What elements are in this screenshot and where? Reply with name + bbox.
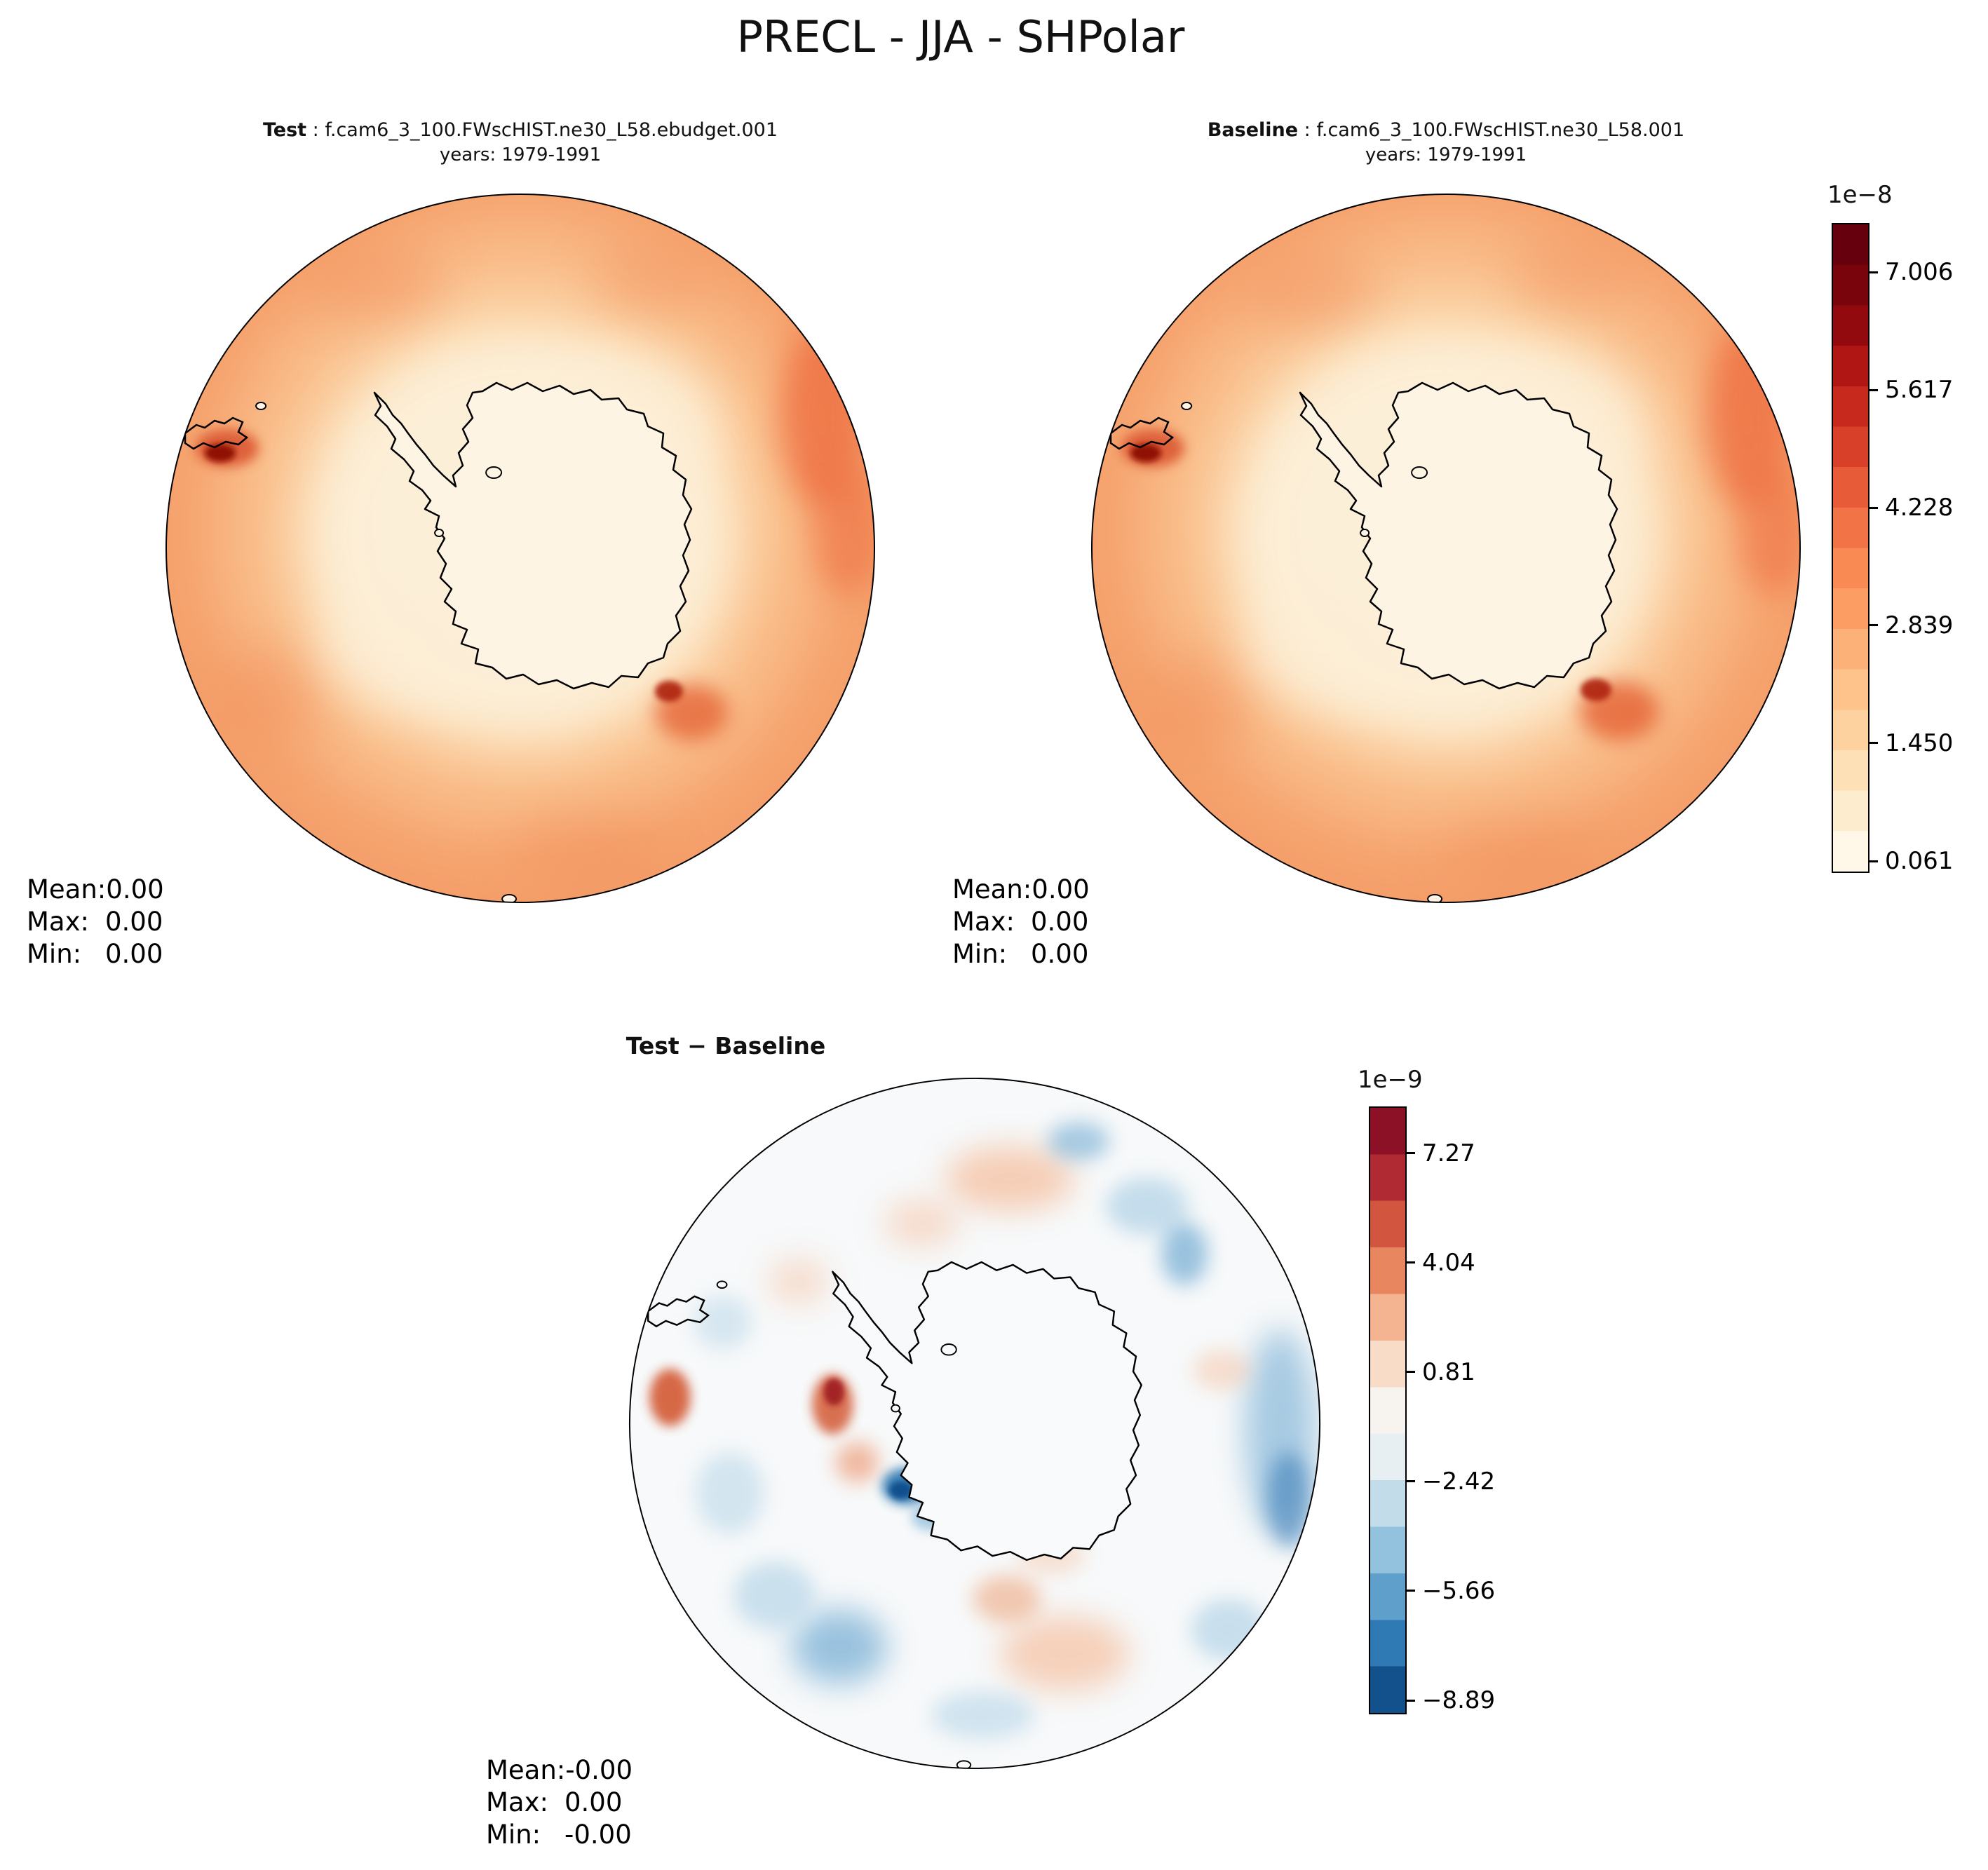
diff-colorbar: 7.27 4.04 0.81 −2.42 −5.66 −8.89 xyxy=(1369,1106,1495,1714)
test-heading-bold: Test xyxy=(262,119,307,141)
stat-label: Max: xyxy=(27,907,89,937)
tick-mark xyxy=(1407,1152,1415,1155)
map-circle-boundary xyxy=(165,194,875,903)
stat-value: 0.00 xyxy=(105,939,163,969)
tick-label: 0.81 xyxy=(1422,1357,1475,1386)
colorbar-tick: −2.42 xyxy=(1407,1468,1495,1496)
tick-label: 1.450 xyxy=(1885,729,1954,757)
diff-map xyxy=(628,1077,1321,1770)
main-colorbar: 7.006 5.617 4.228 2.839 1.450 0.061 xyxy=(1832,223,1953,875)
stat-row: Mean:0.00 xyxy=(27,874,164,906)
stat-row: Max: 0.00 xyxy=(952,906,1090,938)
stat-row: Max: 0.00 xyxy=(27,906,164,938)
stat-value: 0.00 xyxy=(1031,907,1089,937)
stat-label: Mean: xyxy=(952,874,1032,904)
stat-row: Mean:0.00 xyxy=(952,874,1090,906)
stat-label: Min: xyxy=(27,939,82,969)
tick-label: 7.006 xyxy=(1885,258,1954,287)
colorbar-tick: 0.061 xyxy=(1869,847,1953,875)
stat-value: 0.00 xyxy=(1031,939,1089,969)
stat-row: Max: 0.00 xyxy=(486,1787,633,1819)
colorbar-tick: 1.450 xyxy=(1869,729,1953,757)
tick-mark xyxy=(1869,624,1878,627)
main-colorbar-exponent: 1e−8 xyxy=(1827,181,1893,209)
tick-mark xyxy=(1407,1480,1415,1483)
baseline-panel-years: years: 1979-1991 xyxy=(1365,144,1527,165)
tick-label: 7.27 xyxy=(1422,1139,1475,1167)
baseline-heading-bold: Baseline xyxy=(1207,119,1299,141)
baseline-panel-heading: Baseline : f.cam6_3_100.FWscHIST.ne30_L5… xyxy=(1095,118,1797,143)
stat-row: Min: 0.00 xyxy=(952,938,1090,970)
stat-row: Min: 0.00 xyxy=(27,938,164,970)
tick-label: 0.061 xyxy=(1885,847,1954,876)
baseline-stats: Mean:0.00 Max: 0.00 Min: 0.00 xyxy=(952,874,1090,970)
map-circle-boundary xyxy=(628,1077,1321,1770)
tick-mark xyxy=(1869,506,1878,509)
test-map-contours xyxy=(166,194,874,902)
tick-mark xyxy=(1407,1590,1415,1592)
main-colorbar-gradient xyxy=(1832,223,1869,873)
diff-colorbar-exponent: 1e−9 xyxy=(1358,1066,1423,1094)
tick-label: 4.04 xyxy=(1422,1248,1475,1277)
colorbar-tick: −5.66 xyxy=(1407,1577,1495,1605)
diff-stats: Mean:-0.00 Max: 0.00 Min: -0.00 xyxy=(486,1754,633,1851)
tick-label: 4.228 xyxy=(1885,494,1954,522)
stat-label: Max: xyxy=(952,907,1015,937)
test-panel-heading: Test : f.cam6_3_100.FWscHIST.ne30_L58.eb… xyxy=(170,118,871,143)
figure-title: PRECL - JJA - SHPolar xyxy=(736,11,1185,62)
stat-label: Min: xyxy=(952,939,1008,969)
tick-label: 5.617 xyxy=(1885,376,1954,405)
stat-label: Mean: xyxy=(27,874,107,904)
colorbar-tick: 7.27 xyxy=(1407,1139,1475,1167)
colorbar-tick: 2.839 xyxy=(1869,611,1953,639)
stat-row: Mean:-0.00 xyxy=(486,1754,633,1787)
colorbar-tick: −8.89 xyxy=(1407,1686,1495,1714)
tick-label: −5.66 xyxy=(1422,1576,1496,1605)
stat-label: Mean: xyxy=(486,1755,566,1785)
tick-mark xyxy=(1869,860,1878,862)
tick-mark xyxy=(1407,1261,1415,1264)
colorbar-tick: 7.006 xyxy=(1869,258,1953,286)
stat-label: Max: xyxy=(486,1787,548,1817)
stat-value: -0.00 xyxy=(564,1820,632,1850)
tick-mark xyxy=(1869,388,1878,391)
stat-value: 0.00 xyxy=(564,1787,623,1817)
tick-label: 2.839 xyxy=(1885,611,1954,639)
tick-mark xyxy=(1869,271,1878,273)
baseline-heading-rest: : f.cam6_3_100.FWscHIST.ne30_L58.001 xyxy=(1298,119,1685,141)
tick-mark xyxy=(1407,1699,1415,1702)
baseline-map xyxy=(1091,194,1801,903)
stat-row: Min: -0.00 xyxy=(486,1819,633,1851)
colorbar-tick: 5.617 xyxy=(1869,376,1953,404)
test-heading-rest: : f.cam6_3_100.FWscHIST.ne30_L58.ebudget… xyxy=(306,119,778,141)
diff-colorbar-gradient xyxy=(1369,1106,1407,1714)
colorbar-tick: 4.228 xyxy=(1869,494,1953,522)
stat-value: 0.00 xyxy=(105,907,163,937)
tick-label: −8.89 xyxy=(1422,1686,1496,1715)
colorbar-tick: 4.04 xyxy=(1407,1249,1475,1277)
tick-mark xyxy=(1407,1371,1415,1374)
test-map xyxy=(165,194,875,903)
tick-mark xyxy=(1869,742,1878,745)
stat-value: 0.00 xyxy=(106,874,164,904)
stat-value: 0.00 xyxy=(1032,874,1090,904)
main-colorbar-ticks: 7.006 5.617 4.228 2.839 1.450 0.061 xyxy=(1869,223,1982,875)
stat-label: Min: xyxy=(486,1820,541,1850)
test-panel-years: years: 1979-1991 xyxy=(439,144,602,165)
diff-colorbar-ticks: 7.27 4.04 0.81 −2.42 −5.66 −8.89 xyxy=(1407,1106,1519,1714)
map-circle-boundary xyxy=(1091,194,1801,903)
stat-value: -0.00 xyxy=(565,1755,633,1785)
colorbar-tick: 0.81 xyxy=(1407,1358,1475,1386)
baseline-map-contours xyxy=(1092,194,1800,902)
test-stats: Mean:0.00 Max: 0.00 Min: 0.00 xyxy=(27,874,164,970)
tick-label: −2.42 xyxy=(1422,1467,1496,1496)
diff-panel-heading: Test − Baseline xyxy=(626,1032,826,1059)
diff-map-contours xyxy=(629,1078,1320,1769)
